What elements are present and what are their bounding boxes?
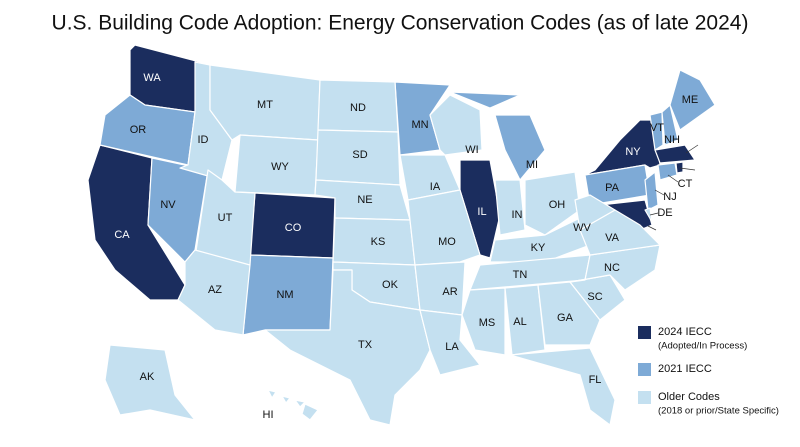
state-label: NM (276, 289, 293, 301)
leader-line (654, 189, 665, 196)
state-label: CO (285, 222, 302, 234)
state-label: NC (604, 262, 620, 274)
state-label: NV (160, 199, 176, 211)
state-shape (294, 399, 306, 408)
state-shape (569, 244, 661, 291)
legend-label: 2021 IECC (658, 363, 712, 375)
title: U.S. Building Code Adoption: Energy Cons… (52, 12, 749, 35)
legend-label: Older Codes (658, 391, 720, 403)
state-label: WY (271, 161, 289, 173)
state-label: RI (697, 164, 708, 176)
state-shape (524, 171, 581, 236)
leader-line (679, 167, 696, 171)
state-shape (509, 347, 616, 426)
state-label: CA (114, 229, 130, 241)
state-label: PA (605, 182, 620, 194)
state-shape (649, 111, 664, 151)
state-label: MI (526, 159, 538, 171)
state-label: KY (531, 242, 546, 254)
state-shape (494, 179, 526, 236)
state-shape (669, 69, 716, 131)
legend-sublabel: (Adopted/In Process) (658, 341, 747, 352)
state-label: NE (357, 194, 372, 206)
state-label: GA (557, 312, 574, 324)
state-label: AR (442, 286, 457, 298)
state-label: FL (589, 374, 602, 386)
state-label: NH (664, 134, 680, 146)
state-shape (537, 281, 601, 346)
state-shape (104, 344, 196, 421)
state-label: KS (371, 236, 386, 248)
state-shape (267, 389, 277, 399)
state-shape (301, 403, 319, 421)
state-label: OK (382, 279, 399, 291)
state-label: IA (430, 181, 441, 193)
state-label: WV (573, 222, 591, 234)
legend-sublabel: (2018 or prior/State Specific) (658, 406, 779, 417)
state-shape (675, 161, 684, 174)
state-label: VA (605, 232, 620, 244)
leader-line (685, 144, 699, 154)
legend-swatch (638, 363, 651, 376)
state-label: MA (698, 137, 715, 149)
state-shape (657, 162, 678, 181)
state-shape (644, 171, 659, 211)
state-label: HI (263, 409, 274, 421)
state-label: OR (130, 124, 147, 136)
legend: 2024 IECC (Adopted/In Process) 2021 IECC Ol… (638, 326, 779, 417)
state-shape (574, 194, 616, 231)
state-shape (429, 94, 483, 156)
legend-swatch (638, 326, 651, 339)
state-label: SD (352, 149, 367, 161)
state-shape (494, 114, 546, 181)
state-shape (504, 284, 546, 356)
state-label: ME (682, 94, 699, 106)
state-label: IL (477, 206, 486, 218)
state-label: IN (512, 209, 523, 221)
legend-swatch (638, 391, 651, 404)
state-label: MS (479, 317, 496, 329)
state-shape (264, 269, 431, 426)
state-label: DE (657, 207, 672, 219)
state-shape (177, 249, 251, 336)
state-label: AZ (208, 284, 222, 296)
state-label: TN (513, 269, 528, 281)
state-label: AL (513, 316, 526, 328)
leader-line (649, 212, 659, 216)
state-label: MN (411, 119, 428, 131)
state-label: LA (445, 341, 459, 353)
state-shape (654, 144, 696, 164)
leader-line (647, 225, 657, 231)
state-shape (281, 395, 291, 404)
state-label: OH (549, 199, 566, 211)
state-label: ID (198, 134, 209, 146)
state-label: MD (655, 224, 672, 236)
leader-line (667, 174, 679, 183)
state-label: UT (218, 212, 233, 224)
state-label: ND (350, 102, 366, 114)
state-label: NY (625, 146, 641, 158)
state-label: AK (140, 371, 155, 383)
state-label: VT (650, 122, 664, 134)
state-shape (449, 91, 521, 109)
states (87, 44, 716, 426)
legend-label: 2024 IECC (658, 326, 712, 338)
state-shape (661, 104, 679, 146)
state-label: NJ (663, 191, 676, 203)
state-label: WA (143, 72, 161, 84)
state-label: CT (678, 178, 693, 190)
state-label: MT (257, 99, 273, 111)
state-label: SC (587, 291, 602, 303)
state-label: WI (465, 144, 478, 156)
state-shape (461, 287, 506, 356)
state-shape (584, 119, 661, 176)
state-label: TX (358, 339, 373, 351)
state-label: MO (438, 236, 456, 248)
